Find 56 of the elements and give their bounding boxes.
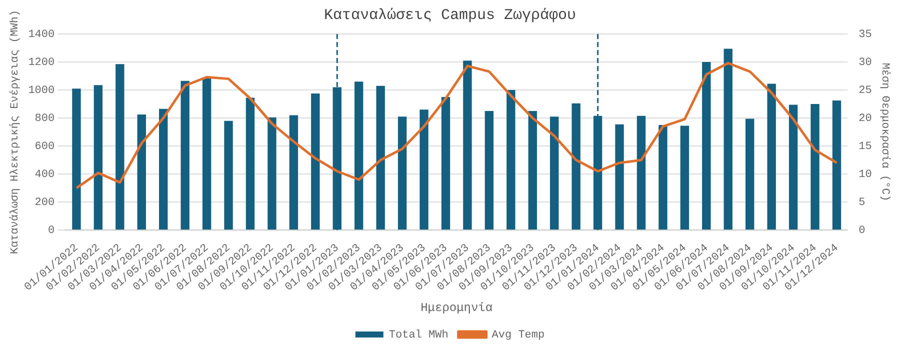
bar [224,120,233,230]
bar [441,97,450,230]
bar [202,77,212,230]
x-axis-title: Ημερομηνία [420,300,493,315]
bar [636,116,646,230]
bar [550,116,559,230]
bar [767,84,776,230]
bar [72,88,81,230]
bar [484,111,494,230]
bar [810,104,820,230]
y2-tick-label: 30 [858,56,872,69]
bar [398,116,407,230]
y-tick-label: 1000 [28,84,55,97]
bar [724,48,732,230]
bar [615,124,624,230]
y2-tick-label: 25 [858,84,872,97]
y2-tick-label: 20 [858,112,872,125]
y-tick-label: 400 [34,168,55,181]
y-tick-label: 1400 [28,28,55,41]
bar [94,85,103,230]
bar [572,103,580,230]
chart-title: Καταναλώσεις Campus Ζωγράφου [324,6,576,24]
bar [658,125,668,230]
bar [246,98,255,230]
bar [746,118,754,230]
bar [137,114,146,230]
bar [680,126,690,230]
y2-axis-title: Μέση Θερμοκρασία (°C) [878,62,892,202]
y2-tick-label: 0 [858,224,866,237]
bar [832,100,842,230]
y-tick-label: 200 [34,196,55,209]
bar [159,108,168,230]
bar [376,86,385,230]
legend-label: Total MWh [388,329,448,342]
bar [702,62,711,230]
bar [463,60,472,230]
bar [116,64,124,230]
bar [354,82,364,230]
y-tick-label: 800 [34,112,55,125]
bar [528,111,537,230]
y2-tick-label: 10 [858,168,872,181]
y-tick-label: 0 [48,224,55,237]
bar [420,110,428,230]
bar [268,117,276,230]
bar [788,104,798,230]
bar [311,94,320,230]
y2-tick-label: 5 [858,196,866,209]
bar [180,80,190,230]
y-tick-label: 600 [34,140,55,153]
y2-tick-label: 15 [858,140,872,153]
legend-label: Avg Temp [492,329,545,342]
y2-tick-label: 35 [858,28,872,41]
y-axis-title: Κατανάλωση Ηλεκτρικής Ενέργειας (MWh) [8,10,22,254]
bar [289,115,298,230]
y-tick-label: 1200 [28,56,55,69]
bar [506,90,516,230]
